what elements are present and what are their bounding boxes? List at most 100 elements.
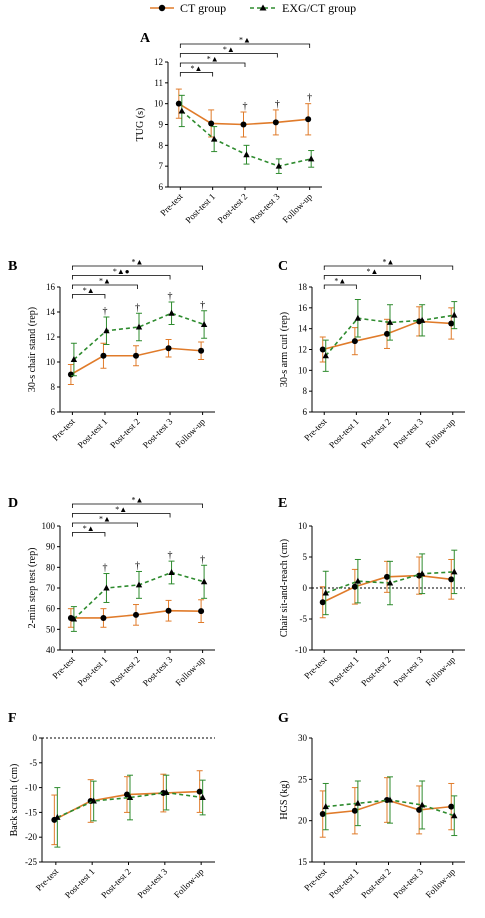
data-point-exg [418,801,426,808]
x-tick-label: Pre-test [158,191,185,218]
significance-dagger: † [243,101,248,112]
x-tick-label: Post-test 1 [63,866,97,900]
data-point-exg [163,789,170,796]
x-tick-label: Pre-test [302,654,329,681]
data-point-ct [165,345,172,352]
data-point-exg [418,570,426,577]
data-point-exg [103,327,110,334]
x-tick-label: Pre-test [302,866,329,893]
significance-dagger: † [102,563,107,574]
legend-item-exg: EXG/CT group [250,1,356,15]
data-point-exg [354,577,362,584]
x-tick-label: Follow-up [280,191,314,225]
data-point-ct [319,599,326,606]
x-tick-label: Follow-up [173,416,207,450]
data-point-exg [451,311,458,318]
y-tick-label: 8 [303,386,308,396]
significance-bracket [179,53,278,58]
data-point-ct [319,346,326,353]
significance-label: *▲ [99,515,111,524]
panel-letter: E [278,496,287,511]
y-tick-label: 20 [298,816,308,826]
significance-bracket [72,522,138,527]
legend-exg-marker [259,4,267,11]
y-tick-label: -15 [25,807,37,817]
data-point-ct [351,807,358,814]
y-tick-label: 7 [159,161,164,171]
data-point-exg [135,323,143,330]
data-point-ct [175,100,182,107]
data-point-ct [416,806,423,813]
significance-bracket [323,275,422,280]
y-tick-label: 10 [46,357,56,367]
x-tick-label: Post-test 3 [391,866,425,900]
data-point-ct [319,811,326,818]
data-point-ct [448,320,455,327]
y-tick-label: 15 [298,857,308,867]
significance-dagger: † [275,99,280,110]
x-tick-label: Pre-test [34,866,61,893]
x-tick-label: Post-test 3 [141,416,175,450]
data-point-ct [100,352,107,359]
y-tick-label: 12 [298,345,307,355]
data-point-exg [70,356,78,362]
data-point-ct [305,116,312,123]
y-tick-label: 16 [46,282,56,292]
data-point-ct [165,607,172,614]
significance-dagger: † [200,554,205,565]
data-point-exg [126,794,134,801]
significance-bracket [72,503,203,508]
y-axis-label: TUG (s) [135,108,146,142]
x-tick-label: Pre-test [50,416,77,443]
legend: CT group EXG/CT group [150,1,356,15]
significance-dagger: † [168,291,173,302]
y-tick-label: 25 [298,774,308,784]
significance-dagger: † [102,306,107,317]
y-tick-label: 10 [154,99,164,109]
data-point-exg [90,797,97,804]
x-tick-label: Post-test 1 [76,416,110,450]
x-tick-label: Post-test 3 [391,416,425,450]
panel-letter: D [8,496,18,511]
y-tick-label: 6 [159,182,164,192]
x-tick-label: Follow-up [172,866,206,900]
x-tick-label: Post-test 1 [327,866,361,900]
y-tick-label: 11 [154,78,163,88]
x-tick-label: Post-test 2 [108,654,142,688]
y-tick-label: 12 [46,332,55,342]
x-tick-label: Post-test 2 [216,191,250,225]
y-tick-label: 60 [46,604,56,614]
significance-bracket [179,43,311,48]
y-axis-label: HGS (kg) [279,780,290,819]
x-tick-label: Post-test 1 [327,654,361,688]
data-point-exg [307,155,315,162]
y-tick-label: 90 [46,542,56,552]
y-axis-label: Back scratch (cm) [9,764,20,837]
significance-label: *▲ [383,258,395,267]
y-tick-label: 70 [46,583,56,593]
data-point-ct [133,611,139,618]
y-tick-label: 12 [154,57,163,67]
significance-bracket [179,72,214,77]
significance-label: *▲● [113,267,130,276]
y-tick-label: 6 [303,407,308,417]
x-tick-label: Post-test 2 [359,866,393,900]
data-point-exg [354,314,362,321]
significance-label: *▲ [207,55,219,64]
x-tick-label: Post-test 3 [248,191,282,225]
data-point-exg [200,578,208,585]
x-tick-label: Post-test 2 [359,654,393,688]
data-point-exg [451,812,458,819]
panel-f: F -25 -20 -15 -10 -5 0 Back scratch (cm) Pre-tes… [8,711,215,900]
x-tick-label: Post-test 3 [135,866,169,900]
y-tick-label: -20 [25,832,37,842]
data-point-ct [384,573,390,580]
significance-dagger: † [135,560,140,571]
significance-bracket [323,265,454,270]
significance-bracket [72,532,106,537]
data-point-exg [178,107,186,114]
